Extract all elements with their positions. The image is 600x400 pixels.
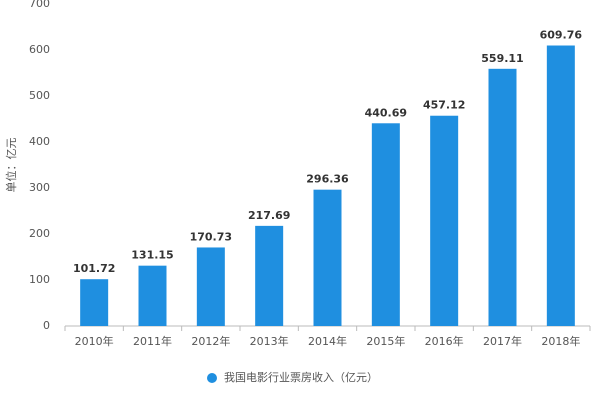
bar (546, 45, 575, 326)
value-label: 559.11 (481, 52, 523, 65)
legend-label: 我国电影行业票房收入（亿元） (224, 370, 378, 384)
bar (488, 68, 517, 327)
y-tick-label: 300 (29, 181, 50, 194)
x-tick-label: 2014年 (308, 334, 347, 348)
y-tick-label: 200 (29, 227, 50, 240)
x-tick-label: 2010年 (75, 334, 114, 348)
value-label: 217.69 (248, 209, 290, 222)
legend-marker (207, 373, 217, 383)
x-tick-label: 2018年 (541, 334, 580, 348)
y-tick-label: 500 (29, 89, 50, 102)
bar (371, 123, 400, 327)
bar (313, 189, 342, 326)
value-label: 609.76 (540, 29, 583, 42)
value-label: 457.12 (423, 99, 465, 112)
value-label: 296.36 (306, 173, 349, 186)
bar (255, 225, 284, 326)
x-tick-label: 2015年 (366, 334, 405, 348)
x-tick-label: 2016年 (425, 334, 464, 348)
y-tick-label: 400 (29, 135, 50, 148)
x-tick-label: 2013年 (250, 334, 289, 348)
bar (138, 265, 167, 326)
value-label: 101.72 (73, 262, 115, 275)
y-tick-label: 0 (43, 319, 50, 332)
value-label: 440.69 (365, 106, 407, 119)
y-tick-label: 700 (29, 0, 50, 10)
x-tick-label: 2012年 (191, 334, 230, 348)
value-label: 131.15 (131, 249, 173, 262)
x-tick-label: 2017年 (483, 334, 522, 348)
bar (196, 247, 225, 326)
y-tick-label: 100 (29, 273, 50, 286)
bar (80, 279, 109, 326)
bar (430, 115, 459, 327)
y-axis-label: 单位：亿元 (4, 138, 18, 193)
y-tick-label: 600 (29, 43, 50, 56)
value-label: 170.73 (190, 230, 232, 243)
x-tick-label: 2011年 (133, 334, 172, 348)
